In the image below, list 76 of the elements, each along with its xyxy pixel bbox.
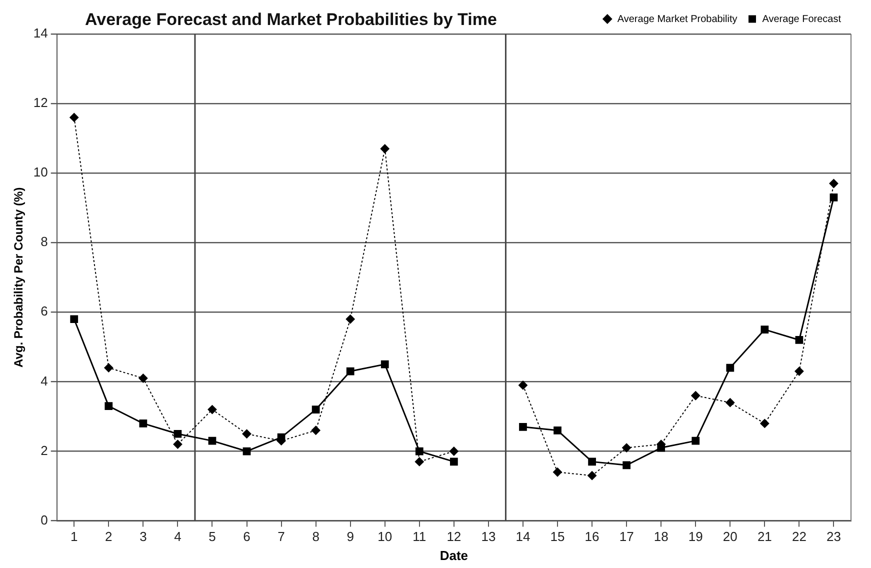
x-tick-label: 5 — [208, 529, 216, 544]
point — [70, 315, 78, 324]
point — [553, 468, 562, 477]
y-tick-label: 8 — [40, 234, 48, 250]
point — [138, 374, 148, 383]
x-tick-label: 12 — [446, 529, 462, 544]
point — [794, 366, 804, 376]
y-tick-label: 12 — [33, 95, 48, 110]
x-tick-label: 7 — [278, 529, 285, 544]
point — [760, 418, 770, 428]
point — [830, 193, 838, 202]
x-tick-label: 6 — [243, 529, 250, 544]
x-tick-label: 17 — [619, 529, 634, 544]
y-tick-label: 14 — [33, 26, 48, 41]
x-tick-label: 19 — [688, 529, 703, 544]
point — [829, 179, 838, 188]
point — [415, 447, 424, 456]
point — [173, 440, 182, 449]
legend-label: Average Forecast — [762, 14, 842, 25]
point — [691, 391, 700, 400]
point — [795, 336, 804, 344]
point — [174, 430, 182, 438]
point — [380, 360, 389, 368]
point — [380, 144, 390, 154]
x-tick-label: 11 — [412, 529, 426, 544]
point — [311, 426, 320, 435]
point — [726, 398, 735, 408]
x-tick-label: 3 — [140, 529, 147, 544]
x-tick-label: 14 — [516, 529, 530, 544]
point — [518, 380, 528, 390]
x-tick-label: 18 — [654, 529, 668, 544]
y-tick-label: 2 — [40, 442, 48, 458]
point — [449, 446, 458, 456]
x-tick-label: 13 — [481, 529, 496, 544]
point — [726, 364, 734, 372]
y-tick-label: 0 — [40, 512, 48, 528]
x-tick-label: 22 — [792, 529, 806, 544]
point — [450, 458, 458, 466]
point — [70, 112, 79, 122]
y-axis-title: Avg. Probability Per County (%) — [12, 187, 26, 368]
point — [622, 443, 632, 452]
point — [104, 363, 114, 372]
x-tick-label: 15 — [550, 529, 565, 544]
point — [312, 406, 320, 414]
point — [346, 367, 354, 376]
point — [242, 429, 252, 438]
x-tick-label: 8 — [312, 529, 320, 544]
y-tick-label: 6 — [40, 304, 48, 319]
x-tick-label: 16 — [584, 529, 600, 544]
point — [588, 458, 596, 466]
point — [692, 436, 700, 445]
x-tick-label: 4 — [174, 529, 182, 544]
chart-title: Average Forecast and Market Probabilities by Time — [85, 10, 497, 30]
legend-label: Average Market Probability — [617, 14, 738, 25]
point — [622, 461, 630, 470]
x-tick-label: 1 — [70, 529, 78, 544]
point — [554, 426, 562, 434]
x-tick-label: 23 — [826, 529, 841, 544]
point — [139, 420, 148, 428]
y-tick-label: 4 — [40, 373, 48, 388]
point — [242, 447, 251, 456]
point — [208, 436, 216, 445]
point — [414, 457, 424, 466]
x-axis-title: Date — [440, 548, 468, 563]
x-tick-label: 9 — [346, 529, 354, 544]
x-tick-label: 2 — [105, 529, 112, 544]
y-tick-label: 10 — [33, 164, 48, 180]
point — [519, 422, 527, 431]
point — [588, 471, 597, 480]
point — [104, 402, 113, 410]
point — [346, 314, 355, 324]
point — [208, 405, 217, 414]
x-tick-label: 10 — [378, 529, 392, 544]
point — [760, 326, 769, 334]
x-tick-label: 21 — [757, 529, 772, 544]
x-tick-label: 20 — [722, 529, 738, 544]
